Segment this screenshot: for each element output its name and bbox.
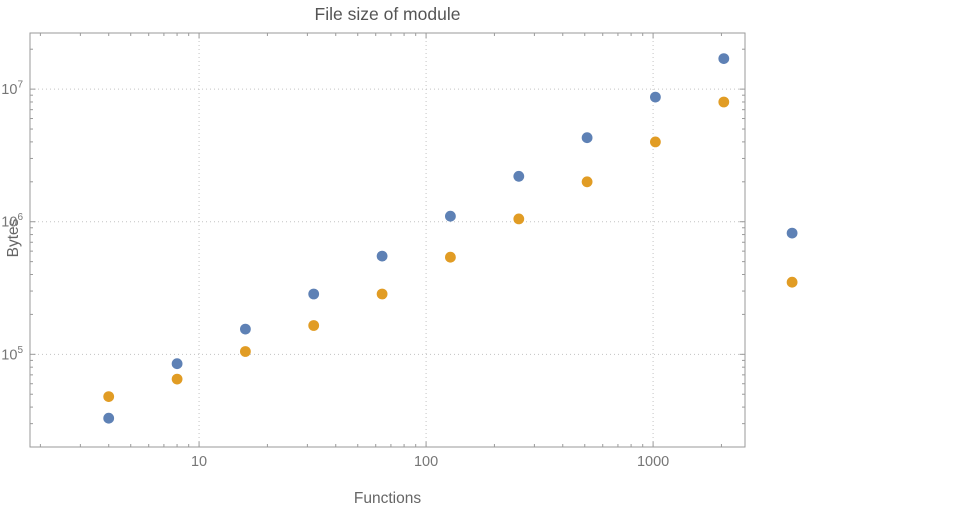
data-point: [513, 170, 525, 182]
y-tick-label: 107: [1, 80, 23, 99]
data-point: [650, 136, 661, 148]
data-point: [308, 288, 320, 300]
data-point: [171, 358, 183, 370]
chart-title: File size of module: [314, 4, 461, 24]
gridlines: [30, 33, 745, 447]
data-point: [376, 288, 388, 300]
data-point: [513, 213, 525, 225]
data-point: [103, 391, 115, 402]
series-blue: [103, 53, 798, 424]
data-point: [376, 250, 388, 262]
data-point: [786, 227, 798, 239]
data-point: [786, 276, 798, 288]
data-point: [240, 323, 251, 335]
frame-ticks: [30, 33, 745, 447]
data-point: [103, 412, 115, 424]
y-tick-label: 105: [1, 345, 23, 364]
tick-labels: 10 100 1000 105 106 107: [1, 80, 669, 470]
y-tick-label: 106: [1, 212, 23, 231]
series-orange: [103, 96, 798, 402]
data-point: [445, 251, 456, 263]
data-point: [718, 96, 730, 108]
data-point: [718, 53, 730, 64]
data-point: [240, 346, 251, 357]
x-tick-label: 100: [414, 454, 438, 470]
data-point: [650, 91, 661, 103]
data-point: [581, 176, 593, 188]
x-axis-label: Functions: [353, 490, 422, 507]
x-tick-label: 1000: [637, 454, 669, 470]
plot-frame: [29, 32, 746, 448]
x-tick-label: 10: [191, 454, 207, 470]
data-point: [581, 132, 593, 144]
data-point: [445, 210, 456, 222]
data-point: [171, 373, 183, 385]
data-point: [308, 320, 320, 331]
